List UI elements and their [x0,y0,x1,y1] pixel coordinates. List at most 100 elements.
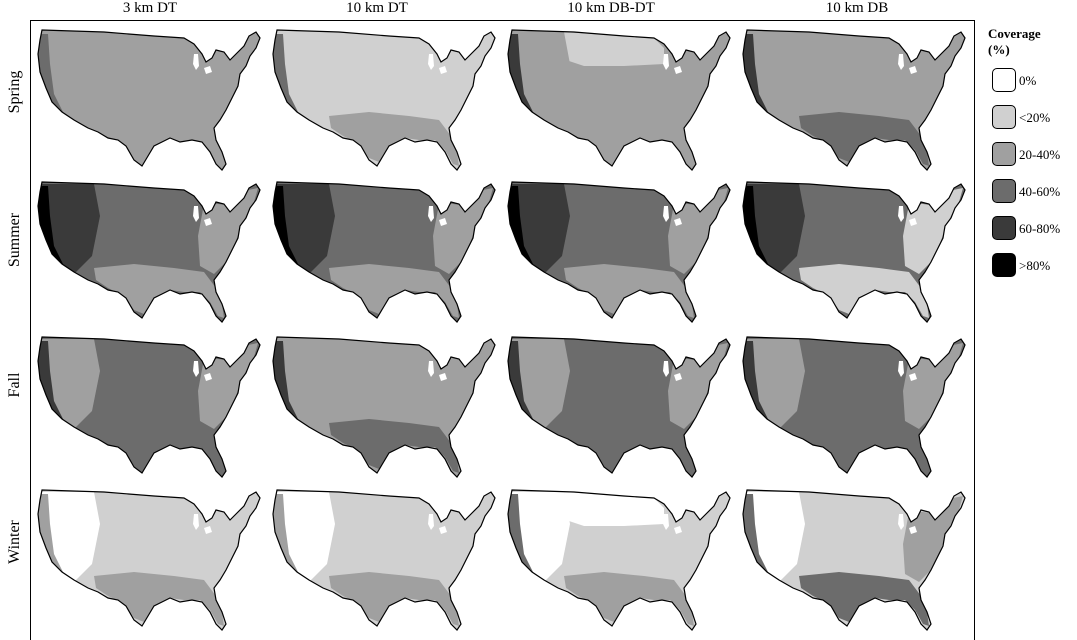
map-region-coast [508,186,534,266]
map-region-coast [273,341,299,421]
map-region-east [668,188,728,274]
map-region-coast [38,341,64,421]
legend-title-line2: (%) [988,42,1010,57]
map-winter-col4 [735,484,973,634]
us-map [507,336,731,478]
map-region-north [564,32,664,66]
us-outline [742,336,966,478]
map-winter-col2 [265,484,503,634]
legend-title: Coverage (%) [988,26,1073,58]
map-region-east [198,188,258,274]
legend-swatch [992,68,1016,92]
map-summer-col2 [265,176,503,326]
map-region-east [433,343,493,429]
us-outline [37,29,261,171]
map-region-coast [38,186,64,266]
legend-item: 60-80% [988,216,1073,247]
map-region-east [668,343,728,429]
map-region-south [799,264,929,318]
us-map [272,489,496,631]
legend-swatch [992,142,1016,166]
map-summer-col4 [735,176,973,326]
column-title-2: 10 km DT [346,0,408,16]
legend-items: 0% <20% 20-40% 40-60% 60-80% >80% [988,68,1073,284]
map-summer-col1 [30,176,268,326]
legend-item: 0% [988,68,1073,99]
us-outline [742,29,966,171]
us-outline [507,489,731,631]
map-region-north [329,339,429,373]
map-region-coast [508,494,534,574]
map-region-south [329,112,459,166]
us-outline [37,489,261,631]
legend-item: <20% [988,105,1073,136]
legend-item: 40-60% [988,179,1073,210]
map-region-south [799,112,929,166]
great-lakes [428,54,447,74]
map-region-east [198,343,258,429]
map-summer-col3 [500,176,738,326]
map-region-south [564,419,694,473]
map-region-north [799,339,899,373]
great-lakes [898,54,917,74]
map-region-south [329,572,459,626]
map-winter-col3 [500,484,738,634]
us-map [507,29,731,171]
map-region-north [799,32,899,66]
us-map [37,489,261,631]
map-region-east [903,343,963,429]
map-fall-col2 [265,331,503,481]
map-spring-col4 [735,24,973,174]
us-map [37,336,261,478]
great-lakes [898,514,917,534]
legend-swatch [992,179,1016,203]
great-lakes [663,514,682,534]
map-fall-col3 [500,331,738,481]
legend-swatch [992,105,1016,129]
map-region-coast [508,34,534,114]
column-title-4: 10 km DB [825,0,889,16]
map-region-coast [743,494,769,574]
legend-item: 20-40% [988,142,1073,173]
map-region-north [94,32,194,66]
great-lakes [193,54,212,74]
map-region-east [433,496,493,582]
us-outline [742,181,966,323]
map-region-east [668,496,728,582]
map-region-north [94,184,194,218]
map-region-coast [743,186,769,266]
row-label-text: Spring [6,70,23,114]
great-lakes [898,361,917,381]
row-label-summer: Summer [0,165,30,315]
us-map [742,29,966,171]
great-lakes [663,361,682,381]
us-map [37,29,261,171]
us-map [272,336,496,478]
map-fall-col4 [735,331,973,481]
legend-label: 0% [1019,73,1037,88]
map-region-south [329,419,459,473]
map-spring-col2 [265,24,503,174]
map-spring-col3 [500,24,738,174]
great-lakes [663,54,682,74]
us-outline [507,181,731,323]
great-lakes [193,206,212,226]
us-outline [272,489,496,631]
map-region-south [799,419,929,473]
map-region-south [94,419,224,473]
coverage-legend: Coverage (%) 0% <20% 20-40% 40-60% 60-80% >80… [988,26,1073,284]
map-region-south [564,572,694,626]
map-region-south [329,264,459,318]
map-region-north [94,339,194,373]
great-lakes [428,514,447,534]
us-map [507,489,731,631]
map-region-east [668,36,728,122]
row-label-fall: Fall [0,310,30,460]
us-outline [272,181,496,323]
legend-label: 60-80% [1019,221,1061,236]
column-title-3: 10 km DB-DT [567,0,655,16]
map-region-north [329,32,429,66]
map-region-coast [273,34,299,114]
map-region-east [198,36,258,122]
row-label-spring: Spring [0,17,30,167]
